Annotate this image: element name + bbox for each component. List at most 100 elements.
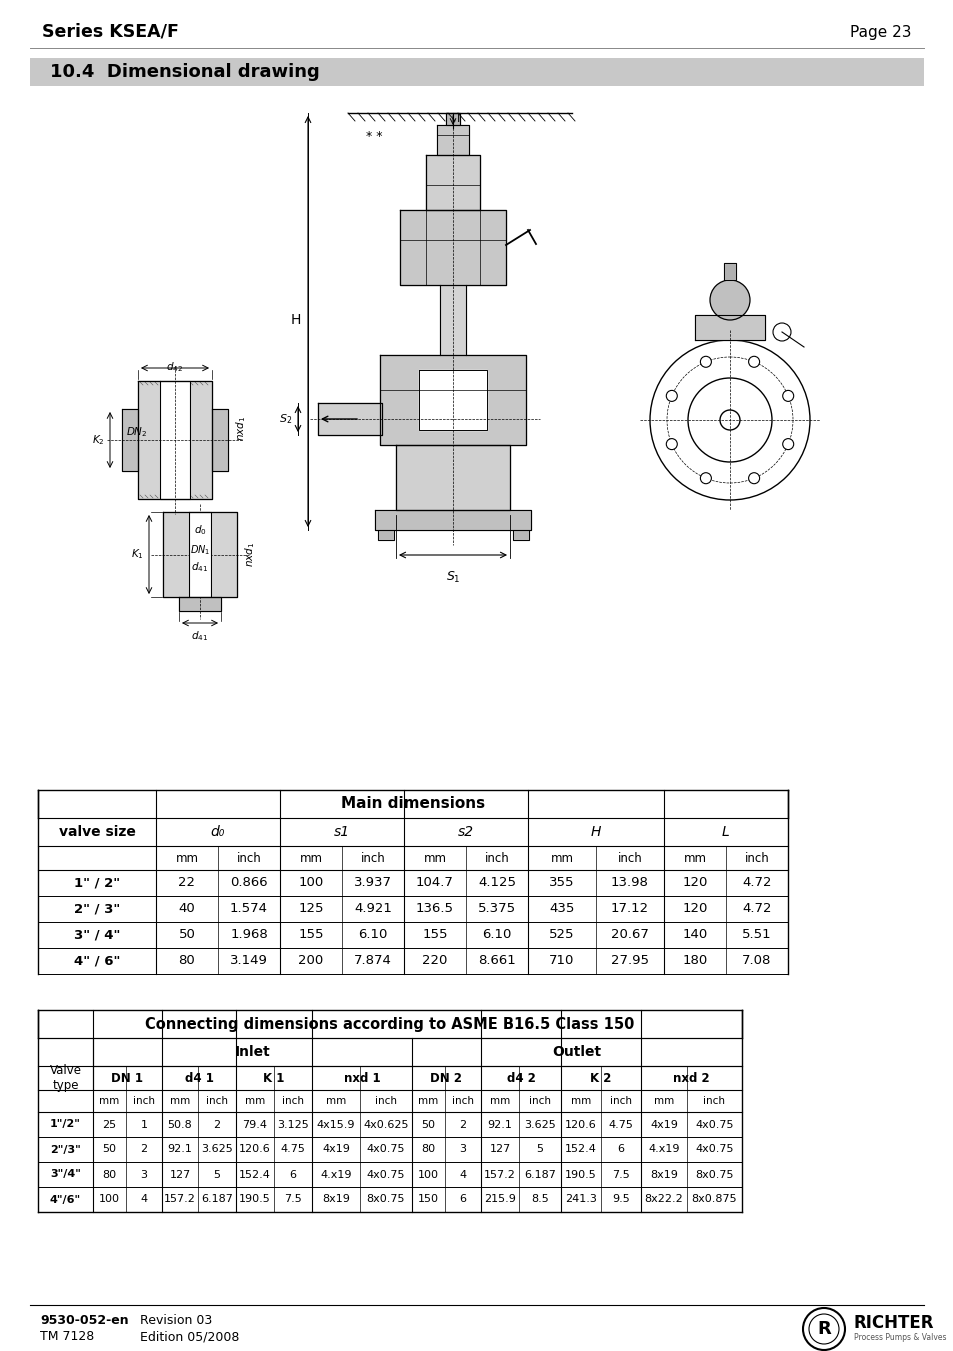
Text: $d_{41}$: $d_{41}$ — [192, 630, 209, 643]
Text: 4.75: 4.75 — [280, 1144, 305, 1155]
Text: 3.937: 3.937 — [354, 877, 392, 889]
Text: 241.3: 241.3 — [564, 1194, 597, 1205]
Text: 80: 80 — [102, 1170, 116, 1179]
Text: 7.5: 7.5 — [284, 1194, 301, 1205]
Polygon shape — [436, 126, 469, 155]
Text: 6.10: 6.10 — [358, 928, 387, 942]
Text: 4x0.625: 4x0.625 — [363, 1120, 408, 1129]
Text: 40: 40 — [178, 902, 195, 916]
Text: inch: inch — [452, 1096, 474, 1106]
Text: 8.661: 8.661 — [477, 955, 516, 967]
Text: nxd 2: nxd 2 — [673, 1071, 709, 1085]
Text: 190.5: 190.5 — [239, 1194, 271, 1205]
Text: inch: inch — [744, 851, 768, 865]
Bar — [38, 790, 787, 817]
Text: 6.187: 6.187 — [523, 1170, 556, 1179]
Text: nxd 1: nxd 1 — [343, 1071, 380, 1085]
Text: 4: 4 — [459, 1170, 466, 1179]
Text: 9530-052-en: 9530-052-en — [40, 1315, 129, 1328]
Text: mm: mm — [245, 1096, 265, 1106]
Text: 100: 100 — [298, 877, 323, 889]
Polygon shape — [695, 315, 764, 340]
Polygon shape — [138, 381, 212, 499]
Text: mm: mm — [550, 851, 573, 865]
Text: 2"/3": 2"/3" — [51, 1144, 81, 1155]
Circle shape — [709, 280, 749, 320]
Circle shape — [665, 390, 677, 401]
Polygon shape — [375, 509, 531, 530]
Text: 0.866: 0.866 — [230, 877, 268, 889]
Text: 50: 50 — [178, 928, 195, 942]
Text: Page 23: Page 23 — [850, 24, 911, 39]
Text: 9.5: 9.5 — [612, 1194, 629, 1205]
Text: mm: mm — [326, 1096, 346, 1106]
Text: $d_{41}$: $d_{41}$ — [192, 561, 209, 574]
Text: inch: inch — [609, 1096, 631, 1106]
Text: 8x0.875: 8x0.875 — [691, 1194, 737, 1205]
Text: inch: inch — [132, 1096, 154, 1106]
Text: 155: 155 — [298, 928, 323, 942]
Text: $S_1$: $S_1$ — [445, 570, 460, 585]
Text: $DN_2$: $DN_2$ — [127, 426, 148, 439]
Text: Valve
type: Valve type — [50, 1065, 81, 1092]
Text: d₀: d₀ — [211, 825, 225, 839]
Text: 7.5: 7.5 — [612, 1170, 629, 1179]
Text: $d_{42}$: $d_{42}$ — [167, 359, 183, 374]
Text: RICHTER: RICHTER — [853, 1315, 934, 1332]
Text: valve size: valve size — [58, 825, 135, 839]
Text: 157.2: 157.2 — [164, 1194, 195, 1205]
Polygon shape — [426, 155, 479, 209]
Polygon shape — [418, 370, 486, 430]
Text: 8x0.75: 8x0.75 — [695, 1170, 733, 1179]
Text: 5: 5 — [213, 1170, 220, 1179]
Text: 2: 2 — [213, 1120, 220, 1129]
Text: 355: 355 — [549, 877, 574, 889]
Text: 80: 80 — [178, 955, 195, 967]
Text: 136.5: 136.5 — [416, 902, 454, 916]
Text: 4x0.75: 4x0.75 — [366, 1170, 405, 1179]
Text: 4"/6": 4"/6" — [50, 1194, 81, 1205]
Text: 25: 25 — [102, 1120, 116, 1129]
Text: 4.x19: 4.x19 — [648, 1144, 679, 1155]
Text: 120: 120 — [681, 902, 707, 916]
Text: 7.874: 7.874 — [354, 955, 392, 967]
Text: s1: s1 — [334, 825, 350, 839]
Text: H: H — [291, 313, 301, 327]
Polygon shape — [446, 113, 459, 126]
Circle shape — [700, 357, 711, 367]
Text: 120.6: 120.6 — [564, 1120, 597, 1129]
Text: mm: mm — [489, 1096, 510, 1106]
Text: 435: 435 — [549, 902, 574, 916]
Text: 80: 80 — [421, 1144, 436, 1155]
Text: 4x0.75: 4x0.75 — [366, 1144, 405, 1155]
Text: K 2: K 2 — [590, 1071, 611, 1085]
Text: 22: 22 — [178, 877, 195, 889]
Circle shape — [781, 390, 793, 401]
Text: Process Pumps & Valves: Process Pumps & Valves — [853, 1332, 945, 1342]
Text: 4.921: 4.921 — [354, 902, 392, 916]
Text: 7.08: 7.08 — [741, 955, 771, 967]
Text: s2: s2 — [457, 825, 474, 839]
Text: 710: 710 — [549, 955, 574, 967]
Text: 125: 125 — [298, 902, 323, 916]
Text: $S_2$: $S_2$ — [279, 412, 293, 426]
Text: I: I — [456, 113, 459, 124]
Polygon shape — [122, 409, 138, 471]
Text: $nxd_1$: $nxd_1$ — [233, 415, 248, 440]
Polygon shape — [395, 444, 510, 509]
Text: d4 2: d4 2 — [506, 1071, 535, 1085]
Text: 6: 6 — [289, 1170, 296, 1179]
Text: $K_1$: $K_1$ — [132, 547, 144, 562]
Text: Main dimensions: Main dimensions — [340, 797, 484, 812]
Text: 104.7: 104.7 — [416, 877, 454, 889]
Text: 120.6: 120.6 — [239, 1144, 271, 1155]
Text: 155: 155 — [422, 928, 447, 942]
Circle shape — [665, 439, 677, 450]
Text: R: R — [817, 1320, 830, 1337]
Text: 4.125: 4.125 — [477, 877, 516, 889]
Text: 4.75: 4.75 — [608, 1120, 633, 1129]
Text: 27.95: 27.95 — [610, 955, 648, 967]
Text: 100: 100 — [99, 1194, 120, 1205]
Text: 8x19: 8x19 — [322, 1194, 350, 1205]
Text: 152.4: 152.4 — [239, 1170, 271, 1179]
